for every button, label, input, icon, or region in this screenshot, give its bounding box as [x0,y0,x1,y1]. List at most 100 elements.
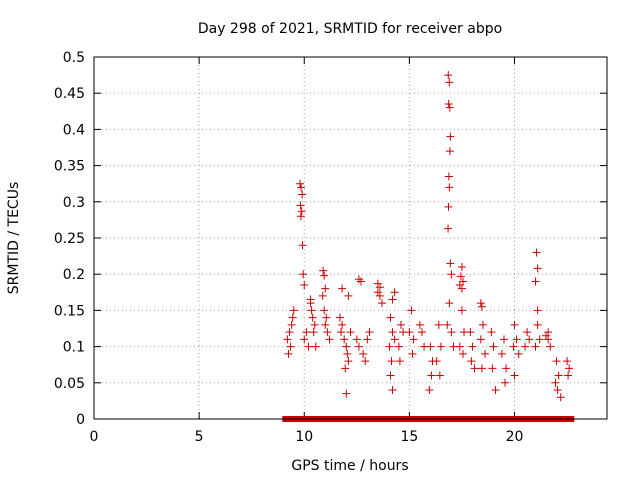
data-point [386,371,395,380]
data-point [390,288,399,297]
data-point [444,224,453,233]
data-point [357,277,366,286]
data-point [556,393,565,402]
data-point [470,364,479,373]
data-point [407,306,416,315]
data-point [304,342,313,351]
data-point [283,335,292,344]
x-tick-label: 5 [195,429,204,445]
y-tick-label: 0.2 [63,267,85,283]
data-point [318,291,327,300]
data-point [521,342,530,351]
data-point [531,277,540,286]
data-point [435,371,444,380]
chart-title: Day 298 of 2021, SRMTID for receiver abp… [198,21,502,37]
data-point [395,357,404,366]
data-point [444,202,453,211]
data-point [565,364,574,373]
data-point [308,313,317,322]
data-point [322,313,331,322]
data-point [298,241,307,250]
data-point [564,371,573,380]
y-tick-label: 0.25 [54,231,85,247]
axis-ticks: 0 0.05 0.1 0.15 0.2 0.25 0.3 0.35 0.4 0.45 0.5 0 5 10… [54,50,607,445]
data-point [352,335,361,344]
data-point [287,320,296,329]
data-point [365,328,374,337]
data-point [447,328,456,337]
data-point [535,335,544,344]
data-point [285,328,294,337]
data-point [444,100,453,109]
data-point [499,335,508,344]
data-point [388,295,397,304]
data-point [510,371,519,380]
data-point [533,264,542,273]
y-tick-label: 0.15 [54,303,85,319]
data-point [546,342,555,351]
data-point [338,284,347,293]
data-point [346,328,355,337]
y-tick-label: 0.45 [54,86,85,102]
data-point [434,320,443,329]
data-point [533,306,542,315]
data-point [342,389,351,398]
data-point [288,313,297,322]
data-point [481,349,490,358]
data-point [342,342,351,351]
y-tick-label: 0 [76,412,85,428]
data-point [335,313,344,322]
data-point [445,78,454,87]
data-point [297,183,306,192]
data-point [341,364,350,373]
data-point [542,331,551,340]
data-point [477,302,486,311]
x-axis-title: GPS time / hours [291,458,408,474]
data-point [309,328,318,337]
x-tick-label: 0 [90,429,99,445]
data-point [445,183,454,192]
data-point [361,357,370,366]
data-point [563,357,572,366]
data-point [510,320,519,329]
data-point [458,349,467,358]
data-point [501,378,510,387]
data-point [386,313,395,322]
data-point [289,306,298,315]
data-point [373,279,382,288]
data-point [320,271,329,280]
data-point [532,248,541,257]
data-point [344,291,353,300]
data-point [296,179,305,188]
data-point [446,132,455,141]
data-point [445,103,454,112]
data-point [394,342,403,351]
data-point [487,328,496,337]
data-point [444,71,453,80]
data-point [476,299,485,308]
data-point [375,283,384,292]
data-point [405,328,414,337]
data-point [457,262,466,271]
data-point [390,335,399,344]
y-tick-label: 0.1 [63,340,85,356]
data-point [436,342,445,351]
data-point [284,349,293,358]
data-point [457,284,466,293]
data-point [408,349,417,358]
data-point [489,342,498,351]
data-point [409,335,418,344]
data-point [491,386,500,395]
data-point [456,272,465,281]
data-point [523,328,532,337]
data-point [387,357,396,366]
data-point [531,342,540,351]
x-tick-label: 10 [295,429,313,445]
data-point [300,335,309,344]
data-point [343,349,352,358]
data-point [447,270,456,279]
data-point [512,335,521,344]
data-point [476,335,485,344]
data-point [310,320,319,329]
